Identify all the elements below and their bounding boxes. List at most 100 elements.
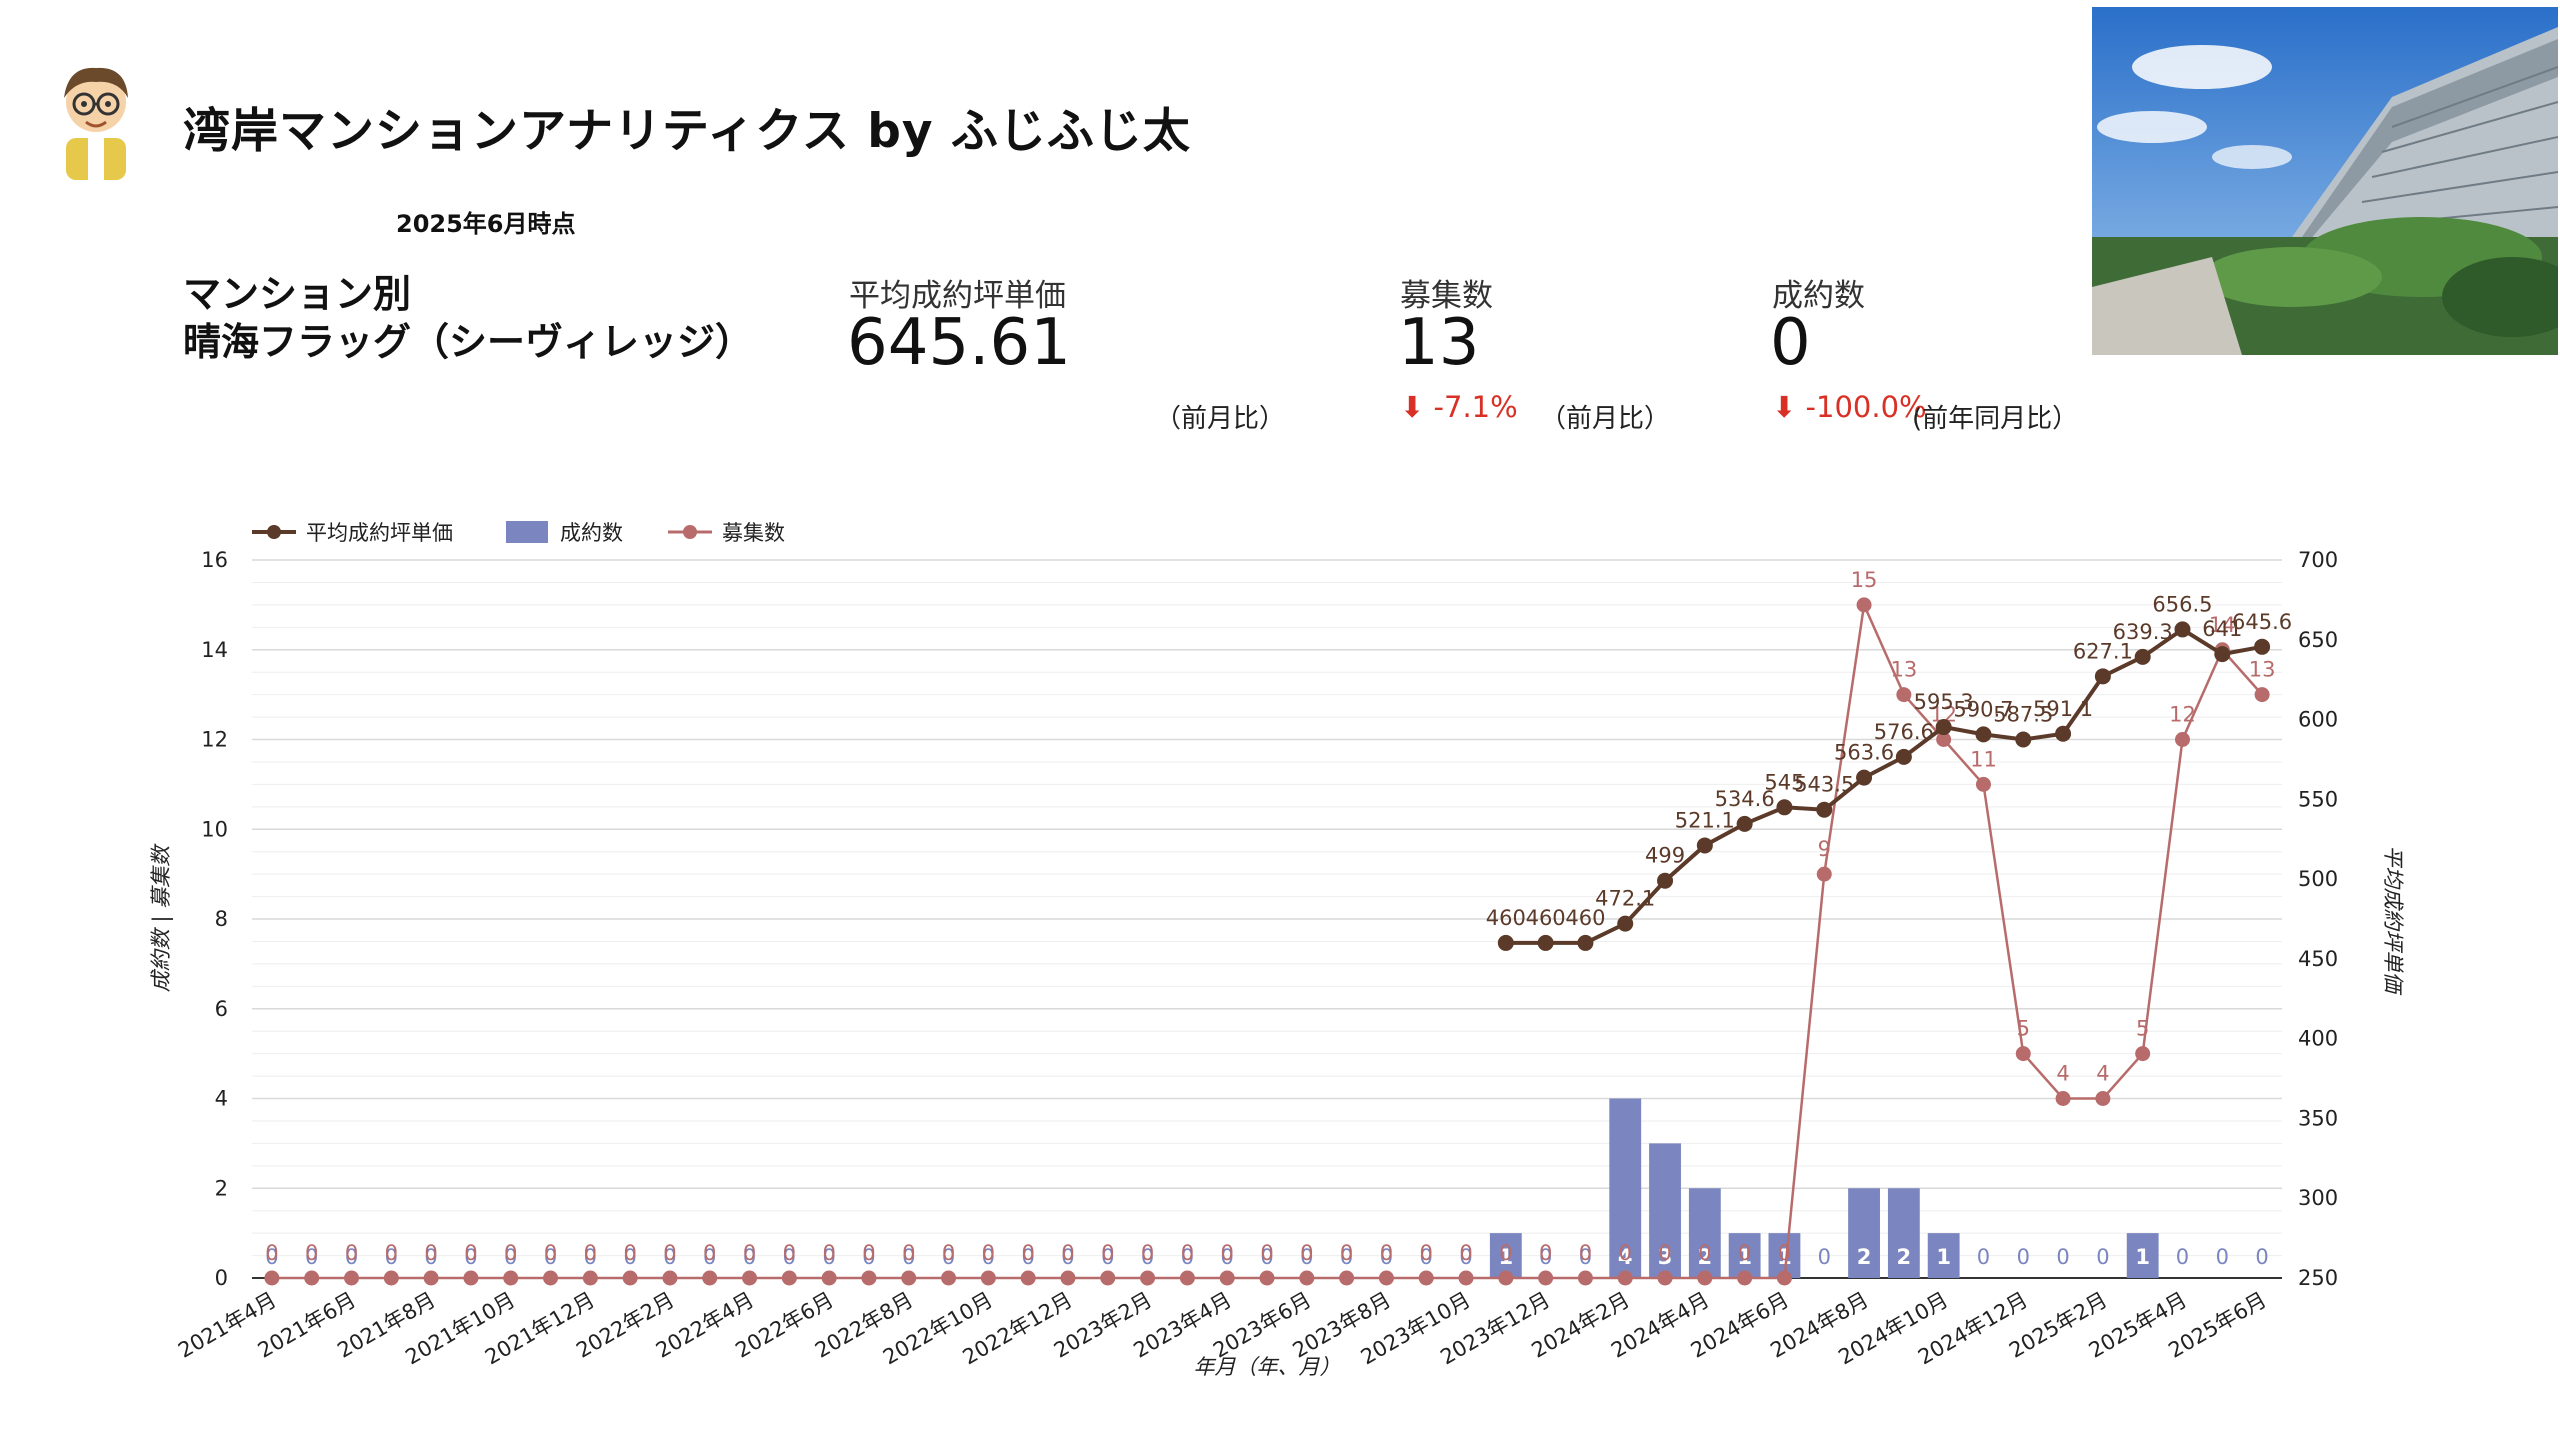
deals-bar-label: 0 <box>2255 1245 2268 1269</box>
listings-point-label: 0 <box>1061 1241 1074 1265</box>
left-axis-tick-label: 4 <box>215 1087 228 1111</box>
deals-bar-label: 1 <box>1737 1245 1752 1269</box>
deals-bar-label: 0 <box>2056 1245 2069 1269</box>
listings-point-label: 0 <box>385 1241 398 1265</box>
listings-point <box>702 1270 718 1286</box>
listings-point <box>1100 1270 1116 1286</box>
price-point-label: 627.1 <box>2073 639 2133 663</box>
deals-bar-label: 1 <box>1936 1245 1951 1269</box>
listings-point <box>1458 1270 1474 1286</box>
right-axis-tick-label: 350 <box>2298 1106 2338 1130</box>
right-axis-tick-label: 450 <box>2298 947 2338 971</box>
legend-price-marker <box>267 525 281 539</box>
right-axis-tick-label: 400 <box>2298 1027 2338 1051</box>
x-axis-title: 年月（年、月） <box>1194 1355 1341 1379</box>
price-point <box>1537 934 1554 951</box>
deals-bar-label: 0 <box>265 1245 278 1269</box>
deals-bar-label: 2 <box>1698 1245 1713 1269</box>
deals-bar-label: 0 <box>2216 1245 2229 1269</box>
listings-point <box>1697 1270 1713 1286</box>
deals-bar-label: 0 <box>1579 1245 1592 1269</box>
price-point-label: 534.6 <box>1715 787 1775 811</box>
deals-bar-label: 0 <box>1380 1245 1393 1269</box>
legend-deals-label: 成約数 <box>560 521 623 545</box>
listings-point <box>622 1270 638 1286</box>
deals-bar-label: 0 <box>783 1245 796 1269</box>
listings-point <box>1498 1270 1514 1286</box>
listings-point-label: 14 <box>2209 613 2236 637</box>
listings-point <box>662 1270 678 1286</box>
deals-bar-label: 0 <box>1340 1245 1353 1269</box>
listings-point-label: 0 <box>265 1241 278 1265</box>
legend-price-label: 平均成約坪単価 <box>306 521 453 545</box>
listings-point-label: 0 <box>1778 1241 1791 1265</box>
deals-bar <box>1688 1188 1721 1278</box>
price-point <box>1696 837 1713 854</box>
listings-point <box>503 1270 519 1286</box>
listings-point-label: 0 <box>1658 1241 1671 1265</box>
deals-bar-label: 0 <box>1459 1245 1472 1269</box>
listings-point <box>264 1270 280 1286</box>
listings-point-label: 0 <box>1181 1241 1194 1265</box>
right-axis-tick-label: 500 <box>2298 867 2338 891</box>
deals-bar <box>1848 1188 1880 1278</box>
price-point <box>1657 872 1674 889</box>
listings-point <box>742 1270 758 1286</box>
listings-point <box>1339 1270 1355 1286</box>
deals-bar <box>1609 1098 1642 1278</box>
deals-bar-label: 2 <box>1897 1245 1912 1269</box>
listings-point <box>861 1270 877 1286</box>
listings-point-label: 13 <box>2249 658 2276 682</box>
down-arrow-icon: ⬇ <box>1400 390 1425 424</box>
listings-point <box>2055 1091 2071 1106</box>
deals-bar-label: 4 <box>1618 1245 1633 1269</box>
price-point-label: 563.6 <box>1834 741 1894 765</box>
mansion-heading-line1: マンション別 <box>183 272 412 316</box>
left-axis-tick-label: 6 <box>215 997 228 1021</box>
listings-point <box>2015 1046 2031 1062</box>
left-axis-tick-label: 8 <box>215 907 228 931</box>
price-point <box>1816 801 1833 818</box>
deals-bar-label: 0 <box>345 1245 358 1269</box>
price-point-label: 472.1 <box>1595 887 1655 911</box>
price-point <box>1497 934 1514 951</box>
deals-bar <box>1887 1188 1920 1278</box>
listings-point-label: 0 <box>504 1241 517 1265</box>
price-point <box>1617 915 1634 932</box>
listings-point-label: 0 <box>1141 1241 1154 1265</box>
listings-point-label: 0 <box>1260 1241 1273 1265</box>
deals-bar-label: 1 <box>1499 1245 1514 1269</box>
listings-point-label: 0 <box>1021 1241 1034 1265</box>
right-axis-tick-label: 300 <box>2298 1186 2338 1210</box>
listings-point <box>941 1270 957 1286</box>
listings-point <box>1737 1270 1753 1286</box>
listings-point-label: 0 <box>703 1241 716 1265</box>
kpi-listings-delta-value: -7.1% <box>1433 390 1518 424</box>
price-point-label: 656.5 <box>2152 592 2212 616</box>
left-axis-tick-label: 16 <box>201 548 228 572</box>
listings-point <box>1060 1270 1076 1286</box>
listings-point-label: 12 <box>2169 703 2196 727</box>
deals-bar-label: 0 <box>1141 1245 1154 1269</box>
deals-bar-label: 0 <box>1539 1245 1552 1269</box>
deals-bar-label: 0 <box>1420 1245 1433 1269</box>
price-point <box>2214 646 2231 663</box>
deals-bar-label: 0 <box>1818 1245 1831 1269</box>
listings-point-label: 0 <box>305 1241 318 1265</box>
listings-point-label: 0 <box>584 1241 597 1265</box>
price-point-label: 639.3 <box>2113 620 2173 644</box>
listings-point-label: 0 <box>464 1241 477 1265</box>
listings-point <box>383 1270 399 1286</box>
deals-bar-label: 0 <box>1977 1245 1990 1269</box>
kpi-deals-delta: ⬇ -100.0% <box>1772 390 1927 424</box>
listings-point <box>1219 1270 1235 1286</box>
right-axis-tick-label: 650 <box>2298 628 2338 652</box>
price-point-label: 545 <box>1764 770 1804 794</box>
price-point <box>1776 799 1793 816</box>
kpi-listings-value: 13 <box>1398 306 1480 380</box>
deals-bar-label: 0 <box>862 1245 875 1269</box>
listings-point-label: 4 <box>2096 1062 2109 1086</box>
left-axis-tick-label: 14 <box>201 638 228 662</box>
price-point-label: 590.7 <box>1953 697 2013 721</box>
listings-point-label: 0 <box>1499 1241 1512 1265</box>
